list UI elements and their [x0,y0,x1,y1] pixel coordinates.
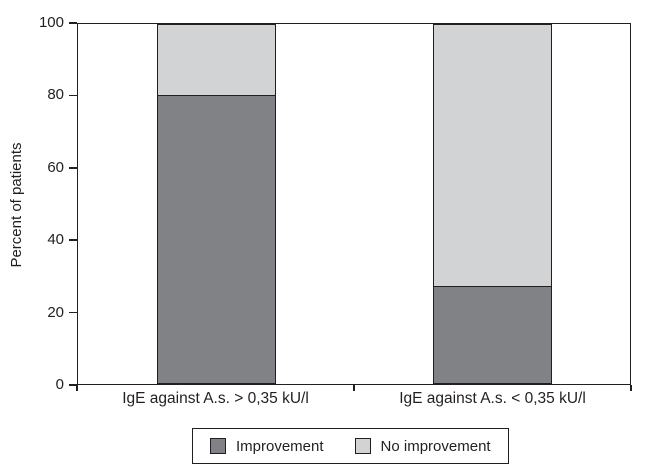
bars-container [78,24,630,384]
x-category-label: IgE against A.s. > 0,35 kU/l [122,390,309,407]
x-category-labels: IgE against A.s. > 0,35 kU/l IgE against … [77,389,631,409]
legend-swatch-icon [354,438,371,454]
y-tick-label: 0 [55,376,64,393]
y-tick-mark [69,167,77,169]
bar-slot [78,24,354,384]
x-tick-mark [353,385,355,391]
legend: Improvement No improvement [192,428,509,464]
legend-item: No improvement [354,437,491,455]
y-tick-mark [69,94,77,97]
legend-item: Improvement [210,438,324,455]
y-tick-mark [69,22,77,24]
y-tick-label: 20 [47,303,64,321]
legend-label: Improvement [236,437,324,455]
bar-segment-no-improvement [156,24,276,96]
x-category-label: IgE against A.s. < 0,35 kU/l [399,390,586,407]
legend-swatch-icon [210,438,226,454]
bar-segment-improvement [432,286,552,384]
bar-segment-improvement [156,96,276,384]
bar-stack [432,24,552,384]
bar-slot [354,24,630,384]
y-tick-mark [69,384,77,386]
bar-segment-no-improvement [432,24,552,287]
bar-stack [156,24,276,384]
y-tick-mark [69,311,77,314]
legend-label: No improvement [380,437,491,455]
y-tick-mark [69,239,77,241]
x-tick-mark [630,385,632,391]
y-tick-label: 80 [47,86,64,104]
plot-area [77,23,631,385]
y-axis-title: Percent of patients [8,142,25,268]
y-tick-label: 60 [47,158,64,176]
x-tick-mark [76,385,78,391]
y-tick-label: 40 [47,231,64,249]
y-tick-label: 100 [38,14,64,31]
